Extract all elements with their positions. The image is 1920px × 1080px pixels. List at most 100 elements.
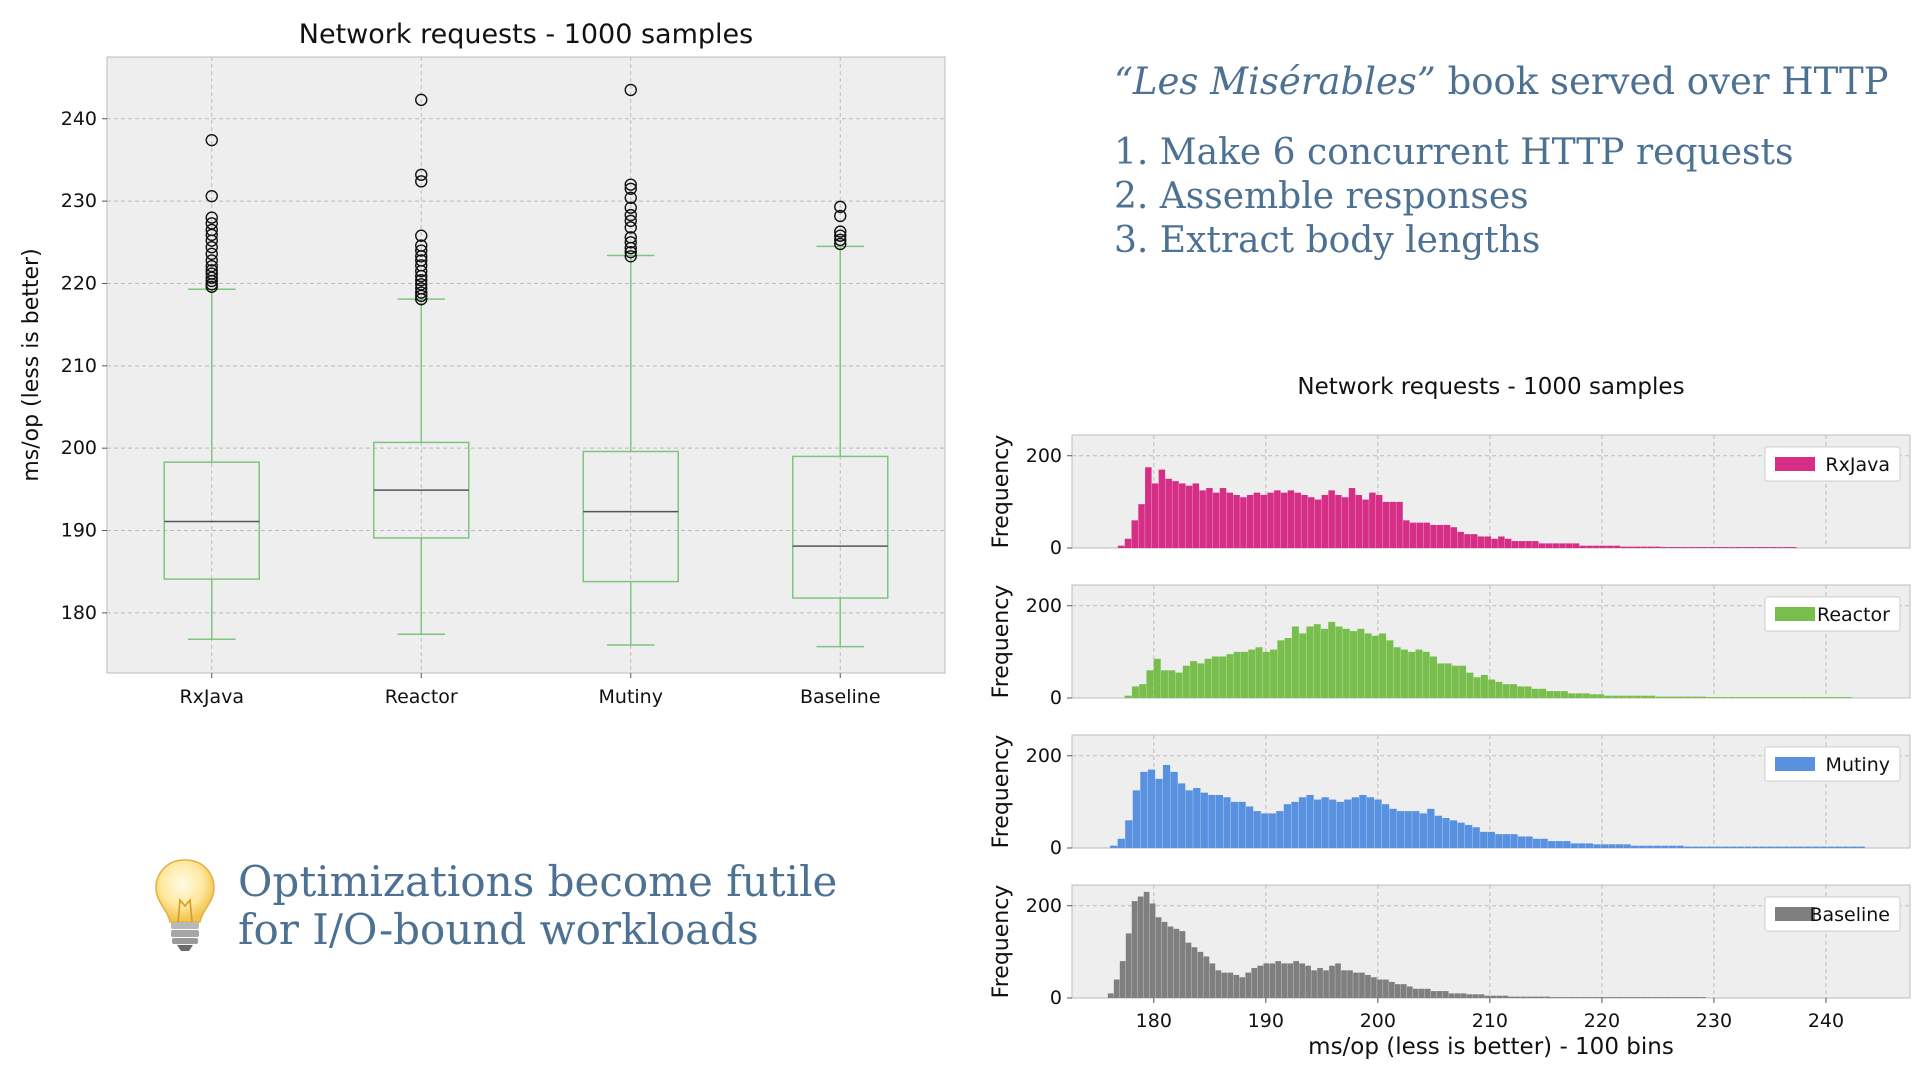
histogram-bar — [1767, 846, 1775, 848]
histogram-bar — [1570, 843, 1578, 848]
histogram-bar — [1155, 778, 1163, 848]
histogram-bar — [1261, 813, 1269, 848]
histogram-bar — [1619, 695, 1627, 698]
histogram-bar — [1311, 970, 1317, 998]
y-tick-label: 0 — [1050, 837, 1062, 859]
histogram-bar — [1341, 970, 1347, 998]
histogram-bar — [1706, 846, 1714, 848]
box-rxjava — [163, 133, 260, 640]
histogram-bar — [1137, 896, 1144, 998]
histogram-bar — [1735, 697, 1743, 698]
histogram-bar — [1495, 681, 1503, 698]
histogram-bar — [1245, 972, 1252, 998]
histogram-bar — [1175, 672, 1183, 698]
histogram-bar — [1789, 846, 1797, 848]
histogram-bar — [1517, 686, 1525, 698]
histogram-bar — [1524, 686, 1532, 698]
histogram-bar — [1393, 647, 1401, 698]
histogram-bar — [1342, 628, 1350, 698]
histogram-panel-rxjava: 0 200 RxJava Frequency — [989, 434, 1911, 559]
histogram-bar — [1487, 831, 1495, 848]
legend-swatch — [1775, 757, 1815, 771]
histogram-bar — [1699, 696, 1707, 698]
histogram-bar — [1667, 547, 1675, 548]
histogram-bar — [1526, 996, 1533, 998]
histogram-bar — [1520, 996, 1527, 998]
headline-rest: book served over HTTP — [1435, 60, 1889, 103]
histogram-bar — [1336, 801, 1344, 848]
histogram-bar — [1301, 494, 1308, 548]
histogram-bar — [1804, 846, 1813, 848]
histogram-bar — [1161, 921, 1168, 998]
histogram-bar — [1143, 891, 1150, 998]
histogram-bar — [1728, 697, 1736, 698]
legend-swatch — [1775, 907, 1815, 921]
y-axis-label: Frequency — [989, 585, 1014, 699]
histogram-bar — [1834, 846, 1843, 848]
histogram-bar — [1448, 993, 1455, 998]
histogram-bar — [1662, 696, 1670, 698]
histogram-bar — [1559, 543, 1566, 548]
legend-swatch — [1775, 457, 1815, 471]
histogram-bar — [1284, 638, 1292, 698]
histogram-bar — [1281, 963, 1288, 998]
histogram-bar — [1451, 665, 1459, 698]
histogram-bar — [1347, 970, 1353, 998]
outlier-point — [624, 208, 637, 222]
histogram-bar — [1403, 520, 1410, 548]
histogram-bar — [1598, 997, 1605, 998]
outlier-point — [415, 259, 428, 272]
histogram-bar — [1357, 628, 1365, 698]
histogram-bar — [1721, 846, 1729, 848]
histogram-bar — [1275, 961, 1282, 998]
histogram-panel-reactor: 0 200 Reactor Frequency — [989, 584, 1911, 709]
histogram-bar — [1192, 483, 1200, 548]
histogram-bar — [1182, 665, 1190, 698]
outlier-point — [834, 229, 847, 242]
histogram-bar — [1669, 696, 1677, 698]
histogram-bar — [1396, 501, 1403, 548]
y-axis-label: ms/op (less is better) — [19, 248, 44, 481]
histogram-bar — [1173, 928, 1180, 998]
histogram-bar — [1790, 547, 1797, 548]
legend-label: RxJava — [1825, 454, 1890, 476]
histogram-bar — [1616, 997, 1623, 998]
box-reactor — [373, 93, 470, 636]
histogram-bar — [1518, 541, 1525, 548]
histogram-bar — [1466, 994, 1473, 998]
histogram-bar — [1668, 845, 1677, 848]
y-tick-label: 180 — [61, 602, 97, 624]
histogram-bar — [1329, 799, 1337, 848]
histogram-bar — [1495, 834, 1503, 848]
histogram-bar — [1125, 933, 1132, 998]
histogram-bar — [1744, 846, 1752, 848]
histogram-bar — [1640, 546, 1648, 548]
histogram-bar — [1661, 845, 1669, 848]
histogram-bar — [1771, 697, 1779, 698]
histogram-bar — [1185, 790, 1193, 848]
histogram-bar — [1197, 951, 1204, 998]
outlier-point — [205, 241, 218, 254]
histogram-bar — [1459, 665, 1467, 698]
histogram-bar — [1604, 695, 1612, 698]
histogram-bar — [1764, 697, 1772, 698]
histogram-title: Network requests - 1000 samples — [1297, 374, 1684, 400]
histogram-bar — [1389, 981, 1395, 998]
histogram-bar — [1555, 841, 1563, 848]
histogram-bar — [1793, 697, 1801, 698]
histogram-bar — [1200, 792, 1208, 848]
histogram-bar — [1416, 522, 1424, 548]
histogram-bar — [1359, 794, 1367, 848]
histogram-bar — [1556, 997, 1563, 998]
histogram-bar — [1496, 995, 1503, 998]
takeaway-callout: Optimizations become futile for I/O-boun… — [150, 856, 837, 956]
histogram-bar — [1457, 531, 1464, 548]
histogram-bar — [1464, 534, 1471, 548]
histogram-bar — [1226, 492, 1234, 548]
histogram-bar — [1776, 547, 1783, 548]
histogram-bar — [1774, 846, 1782, 848]
histogram-bar — [1117, 838, 1125, 848]
histogram-bar — [1827, 846, 1835, 848]
takeaway-line-1: Optimizations become futile — [238, 857, 838, 906]
legend-label: Baseline — [1809, 904, 1890, 926]
